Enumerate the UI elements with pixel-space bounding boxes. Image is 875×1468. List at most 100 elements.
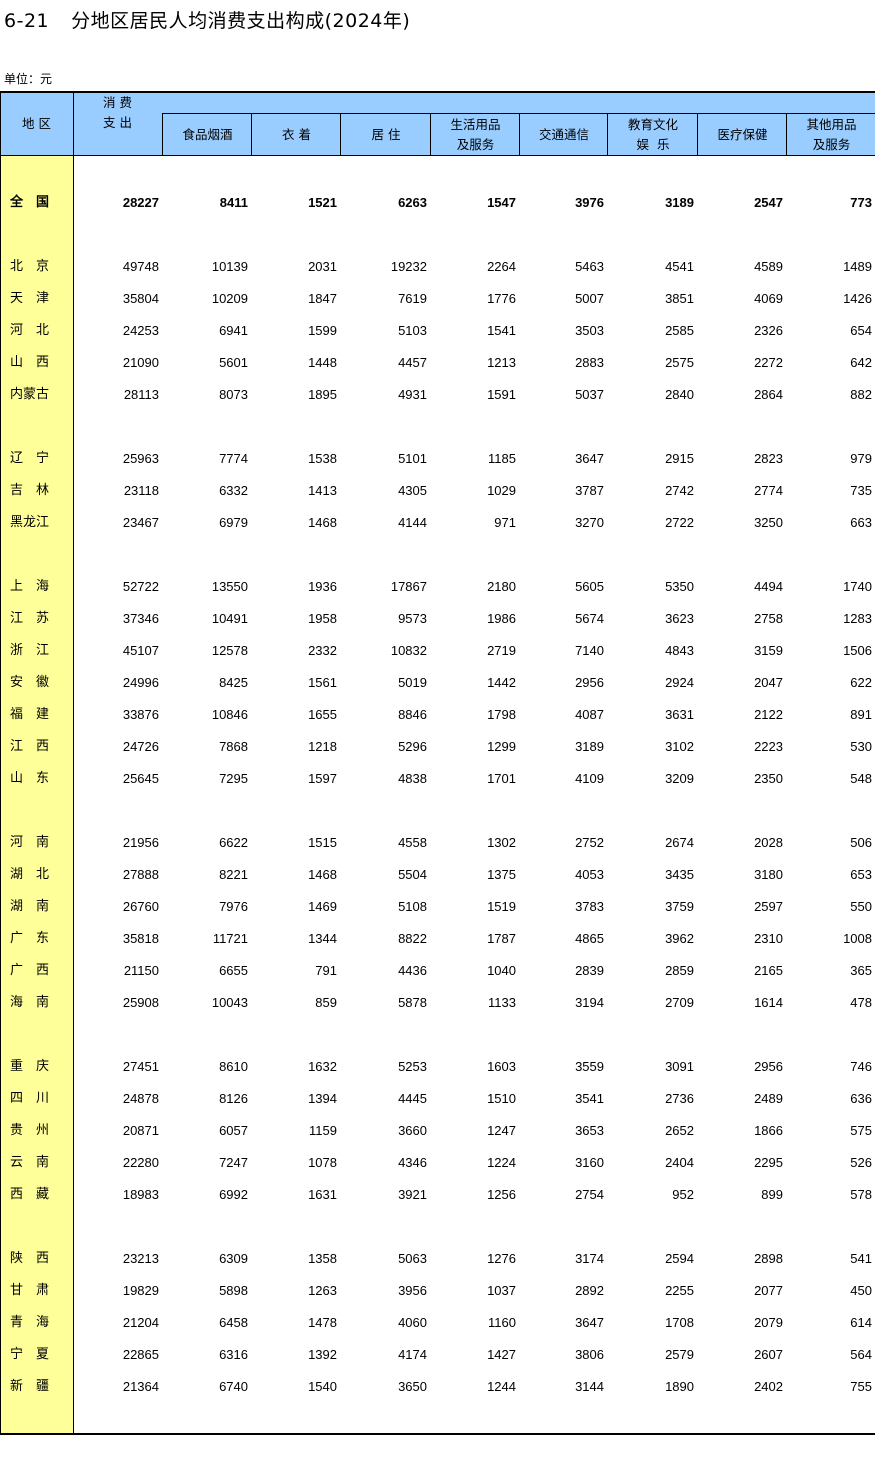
value-cell: 3787	[575, 483, 604, 498]
value-cell: 4457	[398, 355, 427, 370]
value-cell: 1392	[308, 1347, 337, 1362]
value-cell: 2883	[575, 355, 604, 370]
value-cell: 8610	[219, 1059, 248, 1074]
value-cell: 6992	[219, 1187, 248, 1202]
value-cell: 22865	[122, 1347, 159, 1362]
value-cell: 1413	[308, 483, 337, 498]
value-cell: 1866	[754, 1123, 783, 1138]
spacer-row	[0, 1019, 875, 1051]
header-total-line2: 支 出	[103, 115, 132, 130]
value-cell: 755	[850, 1379, 872, 1394]
value-cell: 1538	[308, 451, 337, 466]
value-cell: 5601	[219, 355, 248, 370]
value-cell: 1603	[487, 1059, 516, 1074]
table-body: 全国 28227 8411 1521 6263 1547 3976 3189 2547 773 北京…	[0, 155, 875, 1403]
value-cell: 653	[850, 867, 872, 882]
value-cell: 5007	[575, 291, 604, 306]
top-rule	[0, 91, 875, 93]
value-cell: 1283	[843, 611, 872, 626]
value-cell: 1029	[487, 483, 516, 498]
header-column-label: 医疗保健	[717, 127, 768, 142]
value-cell: 2774	[754, 483, 783, 498]
value-cell: 5605	[575, 579, 604, 594]
table-row: 浙江 45107 12578 2332 10832 2719 7140 4843 3159 150…	[0, 635, 875, 667]
value-cell: 4069	[754, 291, 783, 306]
table-row: 四川 24878 8126 1394 4445 1510 3541 2736 2489 636	[0, 1083, 875, 1115]
value-cell: 33876	[122, 707, 159, 722]
value-cell: 2898	[754, 1251, 783, 1266]
value-cell: 4541	[665, 259, 694, 274]
value-cell: 4838	[398, 771, 427, 786]
value-cell: 2295	[754, 1155, 783, 1170]
value-cell: 5504	[398, 867, 427, 882]
region-name: 江苏	[10, 611, 63, 626]
value-cell: 1847	[308, 291, 337, 306]
value-cell: 1597	[308, 771, 337, 786]
value-cell: 2823	[754, 451, 783, 466]
table-row: 广东 35818 11721 1344 8822 1787 4865 3962 2310 1008	[0, 923, 875, 955]
value-cell: 1547	[487, 195, 516, 210]
value-cell: 1344	[308, 931, 337, 946]
value-cell: 3623	[665, 611, 694, 626]
value-cell: 2719	[487, 643, 516, 658]
header-column-label: 衣 着	[282, 127, 311, 142]
value-cell: 5350	[665, 579, 694, 594]
value-cell: 1133	[488, 995, 516, 1010]
table-row: 吉林 23118 6332 1413 4305 1029 3787 2742 2774 735	[0, 475, 875, 507]
table-row: 宁夏 22865 6316 1392 4174 1427 3806 2579 2607 564	[0, 1339, 875, 1371]
table-row: 河南 21956 6622 1515 4558 1302 2752 2674 2028 506	[0, 827, 875, 859]
value-cell: 1299	[487, 739, 516, 754]
value-cell: 5878	[398, 995, 427, 1010]
region-name: 甘肃	[10, 1283, 63, 1298]
value-cell: 8411	[219, 195, 248, 210]
header-column-label: 娱 乐	[636, 137, 670, 152]
value-cell: 979	[850, 451, 872, 466]
value-cell: 1776	[487, 291, 516, 306]
value-cell: 7868	[219, 739, 248, 754]
header-column-label: 生活用品	[450, 117, 501, 132]
value-cell: 3189	[665, 195, 694, 210]
value-cell: 1394	[308, 1091, 337, 1106]
region-name: 河北	[10, 323, 63, 338]
region-name: 安徽	[10, 675, 63, 690]
value-cell: 2223	[754, 739, 783, 754]
value-cell: 1263	[308, 1283, 337, 1298]
value-cell: 3503	[575, 323, 604, 338]
left-rule	[0, 93, 1, 1434]
value-cell: 27451	[122, 1059, 159, 1074]
value-cell: 2547	[754, 195, 783, 210]
value-cell: 1655	[308, 707, 337, 722]
value-cell: 1519	[487, 899, 516, 914]
region-column-rule	[73, 93, 74, 1434]
value-cell: 859	[315, 995, 337, 1010]
value-cell: 5101	[398, 451, 427, 466]
value-cell: 3435	[665, 867, 694, 882]
value-cell: 2752	[575, 835, 604, 850]
value-cell: 1244	[487, 1379, 516, 1394]
value-cell: 548	[850, 771, 872, 786]
value-cell: 1160	[488, 1315, 516, 1330]
table-row: 云南 22280 7247 1078 4346 1224 3160 2404 2295 526	[0, 1147, 875, 1179]
value-cell: 3806	[575, 1347, 604, 1362]
value-cell: 7247	[219, 1155, 248, 1170]
value-cell: 28227	[122, 195, 159, 210]
header-column-label: 及服务	[456, 137, 495, 152]
value-cell: 2264	[487, 259, 516, 274]
value-cell: 3647	[575, 1315, 604, 1330]
value-cell: 952	[672, 1187, 694, 1202]
value-cell: 663	[850, 515, 872, 530]
value-cell: 2047	[754, 675, 783, 690]
value-cell: 1701	[487, 771, 516, 786]
header-column: 其他用品 及服务	[786, 113, 875, 156]
table-row: 山东 25645 7295 1597 4838 1701 4109 3209 2350 548	[0, 763, 875, 795]
value-cell: 7140	[575, 643, 604, 658]
value-cell: 19829	[122, 1283, 159, 1298]
value-cell: 7295	[219, 771, 248, 786]
value-cell: 6332	[219, 483, 248, 498]
value-cell: 1276	[487, 1251, 516, 1266]
table-row: 江苏 37346 10491 1958 9573 1986 5674 3623 2758 1283	[0, 603, 875, 635]
value-cell: 2594	[665, 1251, 694, 1266]
table-row: 辽宁 25963 7774 1538 5101 1185 3647 2915 2823 979	[0, 443, 875, 475]
value-cell: 478	[850, 995, 872, 1010]
value-cell: 37346	[122, 611, 159, 626]
